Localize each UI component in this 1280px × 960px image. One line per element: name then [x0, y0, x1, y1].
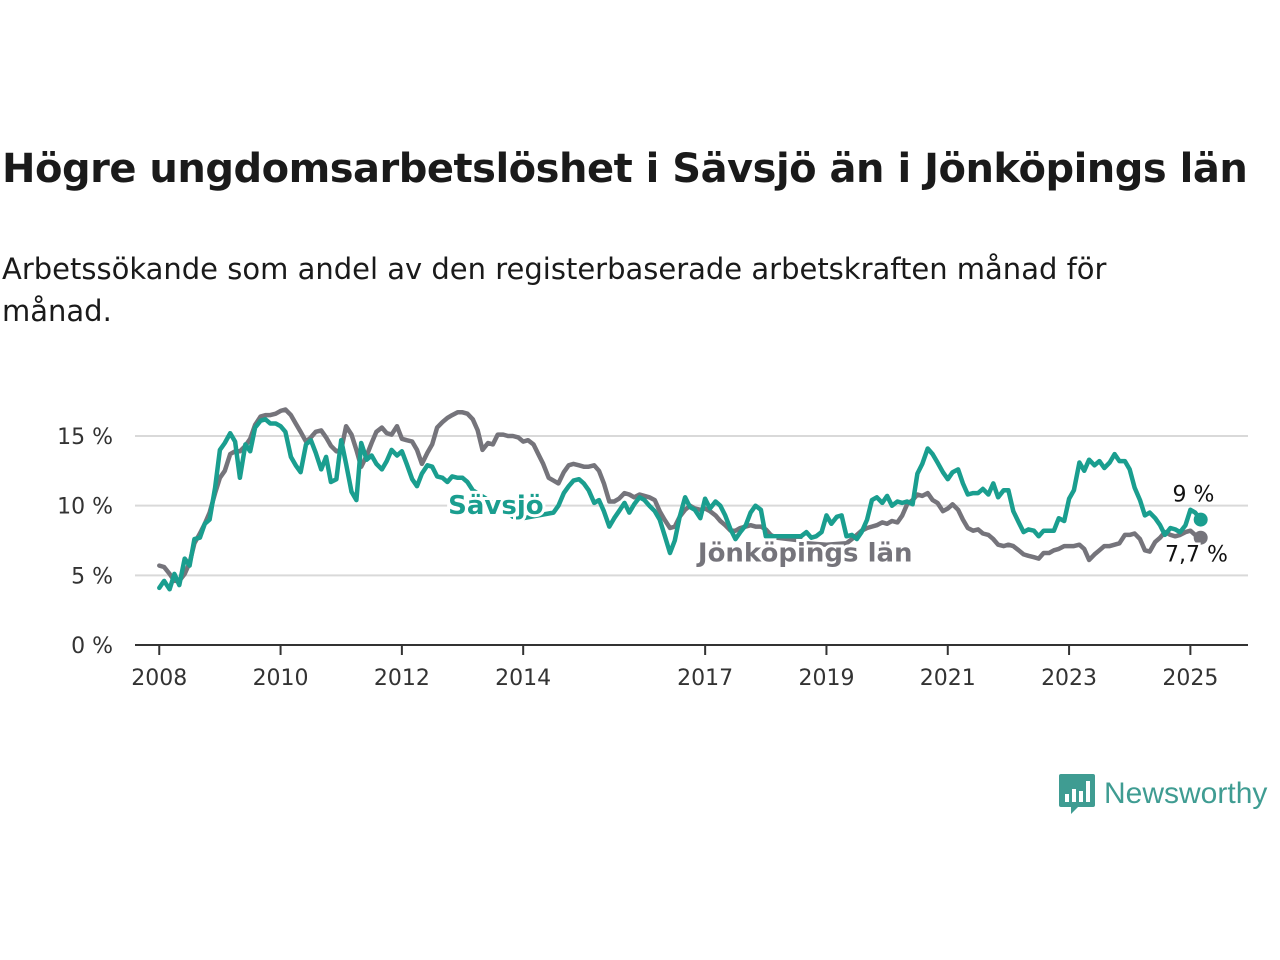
x-tick-label: 2010: [253, 666, 309, 691]
x-tick-label: 2014: [495, 666, 551, 691]
y-tick-label: 0 %: [71, 634, 113, 659]
end-point-jonkopings-lan: [1193, 530, 1208, 545]
series-label-jonkopings-lan: Jönköpings län: [696, 538, 913, 568]
series-line-jonkopings-lan: [157, 407, 1203, 584]
end-point-savsjo: [1193, 512, 1208, 527]
chart-subtitle: Arbetssökande som andel av den registerb…: [2, 252, 1107, 328]
x-tick-label: 2012: [374, 666, 430, 691]
x-axis-ticks: 2008 2010 2012 2014 2017 2019 2021 2023 2025: [131, 645, 1218, 691]
x-tick-label: 2025: [1162, 666, 1218, 691]
logo-text: Newsworthy: [1104, 777, 1268, 810]
x-tick-label: 2019: [798, 666, 854, 691]
end-value-jonkopings-lan: 7,7 %: [1165, 542, 1228, 567]
y-tick-label: 10 %: [57, 495, 113, 520]
chart-title: Högre ungdomsarbetslöshet i Sävsjö än i …: [2, 146, 1248, 192]
x-tick-label: 2021: [920, 666, 976, 691]
series-line-savsjo: [157, 417, 1203, 592]
series-label-savsjo: Sävsjö: [448, 491, 543, 521]
y-tick-label: 15 %: [57, 425, 113, 450]
bar-chart-speech-bubble-icon: [1059, 774, 1095, 814]
y-tick-label: 5 %: [71, 564, 113, 589]
end-value-savsjo: 9 %: [1172, 482, 1214, 507]
series-labels: Sävsjö Jönköpings län 9 % 7,7 %: [445, 480, 1230, 571]
newsworthy-logo: Newsworthy: [1058, 772, 1267, 816]
x-tick-label: 2017: [677, 666, 733, 691]
y-axis-ticks: 0 % 5 % 10 % 15 %: [57, 425, 113, 659]
series-group: [157, 407, 1208, 592]
x-tick-label: 2023: [1041, 666, 1097, 691]
x-tick-label: 2008: [131, 666, 187, 691]
